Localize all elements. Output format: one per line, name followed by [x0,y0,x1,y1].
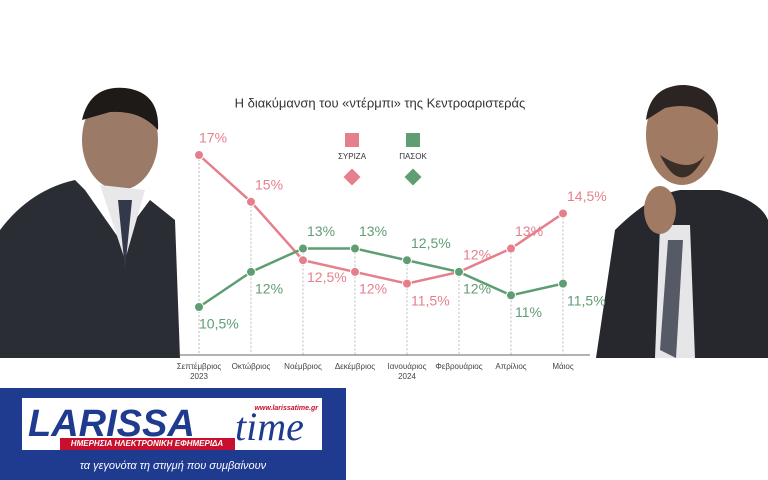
value-label: 13% [359,223,387,239]
value-label: 13% [307,223,335,239]
x-tick-label: Σεπτέμβριος 2023 [177,362,222,381]
series-line [198,247,564,309]
data-point [246,196,256,207]
x-tick-label-line: Ιανουάριος [388,362,427,371]
value-label: 12,5% [307,269,347,285]
value-label: 12% [359,281,387,297]
x-tick-label-line: Σεπτέμβριος [177,362,222,371]
value-label: 11,5% [411,292,450,308]
value-label: 12% [255,281,283,297]
data-point [454,266,464,277]
tagline-band [60,438,235,450]
legend-icon [406,133,420,147]
x-tick-label-line: 2024 [398,372,416,381]
data-point [194,150,204,160]
left-photo [0,87,180,358]
legend-marker [343,168,361,186]
data-point [402,278,412,289]
legend-marker [404,168,422,186]
data-point [558,208,568,219]
value-label: 14,5% [567,188,607,204]
x-tick-label: Φεβρουάριος [435,362,482,371]
data-point [558,278,568,289]
x-tick-label: Απρίλιος [495,362,526,371]
series-line [198,154,564,285]
right-photo [596,85,768,358]
data-point [506,290,516,301]
data-point [194,302,204,312]
logo-brand: time [235,404,304,449]
x-tick-label: Μάιος [552,362,574,371]
value-label: 12% [463,247,491,263]
legend-icon [345,133,359,147]
x-tick-label-line: 2023 [190,372,208,381]
data-point [350,266,360,277]
value-label: 12% [463,281,491,297]
value-label: 10,5% [199,316,239,332]
logo: LARISSA time www.larissatime.gr ΗΜΕΡΗΣΙΑ… [0,388,346,480]
legend-label: ΠΑΣΟΚ [399,152,427,161]
logo-tagline: ΗΜΕΡΗΣΙΑ ΗΛΕΚΤΡΟΝΙΚΗ ΕΦΗΜΕΡΙΔΑ [71,439,224,448]
value-label: 12,5% [411,235,451,251]
logo-url: www.larissatime.gr [254,405,319,412]
x-tick-label: Νοέμβριος [284,362,322,371]
data-point [298,243,308,254]
data-point [506,243,516,254]
value-label: 11,5% [567,292,606,308]
data-point [298,255,308,266]
legend-label: ΣΥΡΙΖΑ [338,152,367,161]
value-label: 13% [515,223,543,239]
data-point [246,266,256,277]
value-label: 15% [255,176,283,192]
logo-slogan: τα γεγονότα τη στιγμή που συμβαίνουν [80,460,267,472]
x-tick-label: Δεκέμβριος [335,362,375,371]
data-point [350,243,360,254]
value-label: 11% [515,304,542,320]
data-point [402,255,412,266]
value-label: 17% [199,130,227,146]
chart-title: Η διακύμανση του «ντέρμπι» της Κεντροαρι… [235,95,526,110]
x-tick-label: Ιανουάριος 2024 [388,362,427,381]
x-tick-label: Οκτώβριος [232,362,271,371]
